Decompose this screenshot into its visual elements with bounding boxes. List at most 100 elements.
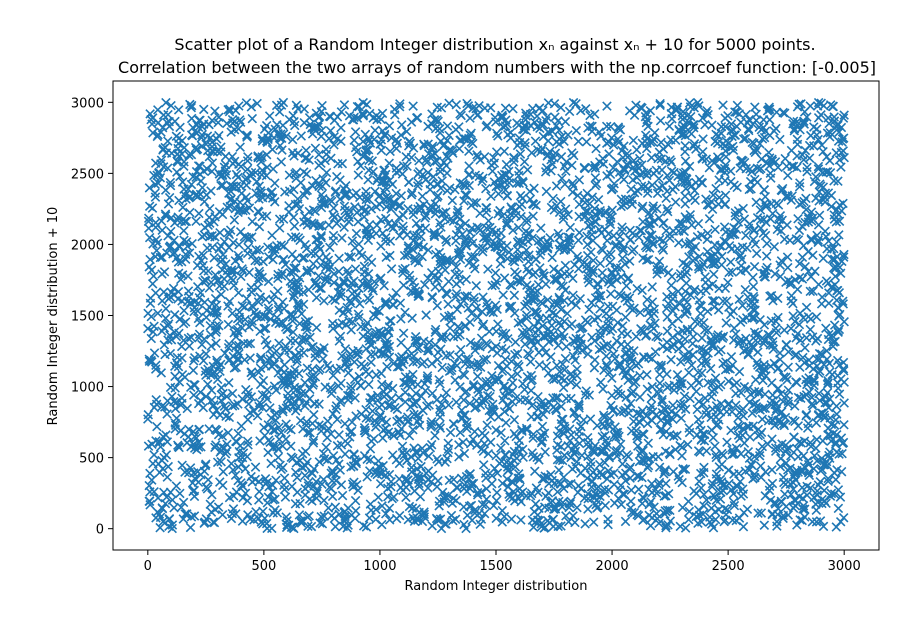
scatter-point xyxy=(149,450,159,460)
scatter-point xyxy=(658,245,669,255)
scatter-point xyxy=(811,312,822,322)
scatter-point xyxy=(582,206,593,216)
scatter-point xyxy=(533,391,543,402)
scatter-point xyxy=(361,194,372,205)
scatter-point xyxy=(559,316,570,327)
scatter-point xyxy=(499,511,510,522)
scatter-point xyxy=(823,378,833,388)
scatter-point xyxy=(753,508,763,518)
scatter-point xyxy=(299,190,310,201)
scatter-point xyxy=(353,216,363,227)
scatter-point xyxy=(684,354,694,365)
scatter-point xyxy=(762,262,772,273)
scatter-point xyxy=(722,437,732,448)
scatter-point xyxy=(348,115,359,125)
scatter-point xyxy=(260,311,271,322)
scatter-point xyxy=(364,165,374,176)
scatter-point xyxy=(678,351,689,361)
scatter-point xyxy=(389,198,400,208)
scatter-point xyxy=(616,194,627,205)
scatter-point xyxy=(632,283,642,294)
scatter-point xyxy=(386,316,396,326)
scatter-point xyxy=(573,235,584,246)
scatter-point xyxy=(604,367,615,378)
scatter-point xyxy=(438,209,448,219)
scatter-point xyxy=(328,236,339,246)
scatter-point xyxy=(464,161,474,171)
scatter-point xyxy=(546,202,557,213)
scatter-point xyxy=(496,427,506,438)
scatter-point xyxy=(765,130,775,141)
scatter-point xyxy=(145,487,155,497)
scatter-point xyxy=(497,517,508,527)
scatter-point xyxy=(390,402,400,413)
scatter-point xyxy=(224,188,234,199)
scatter-point xyxy=(205,203,215,214)
scatter-point xyxy=(566,369,576,379)
scatter-point xyxy=(583,214,594,224)
scatter-point xyxy=(569,260,580,270)
scatter-point xyxy=(381,192,392,202)
scatter-point xyxy=(421,210,431,221)
scatter-point xyxy=(231,509,241,519)
scatter-point xyxy=(223,104,233,115)
scatter-point xyxy=(510,267,520,277)
scatter-point xyxy=(192,191,203,202)
scatter-point xyxy=(612,275,622,285)
scatter-point xyxy=(643,121,653,132)
scatter-point xyxy=(707,379,717,389)
scatter-point xyxy=(468,434,478,445)
scatter-point xyxy=(541,279,551,289)
scatter-point xyxy=(468,252,478,263)
scatter-point xyxy=(328,370,339,381)
scatter-point xyxy=(559,483,569,494)
scatter-point xyxy=(512,348,523,359)
scatter-point xyxy=(360,129,371,140)
scatter-point xyxy=(216,171,226,182)
scatter-point xyxy=(806,233,816,244)
scatter-point xyxy=(567,371,578,382)
scatter-point xyxy=(263,276,274,287)
scatter-point xyxy=(510,337,521,347)
scatter-point xyxy=(750,305,760,315)
scatter-point xyxy=(582,473,592,483)
scatter-point xyxy=(207,166,217,177)
scatter-point xyxy=(177,460,187,471)
scatter-point xyxy=(224,296,235,307)
scatter-point xyxy=(833,302,843,313)
scatter-point xyxy=(206,277,216,288)
scatter-point xyxy=(654,256,665,266)
scatter-point xyxy=(695,344,705,354)
scatter-point xyxy=(152,421,162,432)
scatter-point xyxy=(672,369,683,380)
scatter-point xyxy=(475,362,486,372)
scatter-point xyxy=(293,104,303,114)
scatter-point xyxy=(427,292,437,302)
scatter-point xyxy=(825,453,835,463)
scatter-point xyxy=(377,501,387,511)
scatter-point xyxy=(153,105,163,115)
scatter-point xyxy=(522,165,533,175)
scatter-point xyxy=(165,177,176,188)
scatter-point xyxy=(322,416,333,426)
scatter-point xyxy=(838,296,848,307)
scatter-point xyxy=(809,374,819,385)
scatter-point xyxy=(502,241,512,251)
scatter-point xyxy=(270,505,280,515)
scatter-point xyxy=(662,170,673,181)
scatter-point xyxy=(398,221,408,232)
scatter-point xyxy=(507,280,517,291)
scatter-point xyxy=(572,190,583,201)
scatter-point xyxy=(512,369,523,379)
scatter-point xyxy=(579,162,590,173)
scatter-point xyxy=(500,103,511,113)
scatter-point xyxy=(810,266,820,277)
scatter-point xyxy=(535,263,545,273)
scatter-point xyxy=(642,369,652,380)
scatter-point xyxy=(676,413,686,423)
scatter-point xyxy=(715,474,726,485)
scatter-point xyxy=(413,181,423,191)
scatter-point xyxy=(294,510,305,520)
scatter-point xyxy=(439,393,450,404)
scatter-point xyxy=(396,314,406,324)
